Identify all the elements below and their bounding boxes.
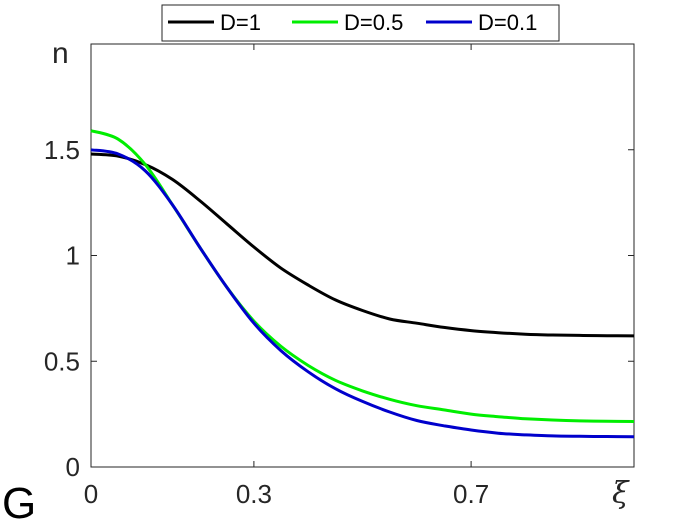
legend: D=1 D=0.5 D=0.1 [161, 4, 560, 42]
plot-frame [90, 43, 635, 468]
series-lines [90, 129, 635, 439]
legend-box [161, 4, 560, 42]
x-tick-label: 0.3 [236, 479, 272, 509]
x-axis-label: ξ [612, 476, 630, 511]
y-axis-label: n [52, 37, 69, 70]
y-tick-label: 1.5 [44, 135, 80, 165]
x-tick-label: 0.7 [453, 479, 489, 509]
legend-entry-label: D=0.1 [478, 10, 537, 35]
legend-entry-label: D=1 [220, 10, 261, 35]
series-line-d-0-5 [90, 129, 635, 423]
axis-tick-labels: 0 0.3 0.7 0 0.5 1 1.5 [44, 135, 489, 509]
panel-label: G [2, 479, 36, 525]
legend-entry-label: D=0.5 [344, 10, 403, 35]
axis-ticks [90, 44, 634, 468]
series-line-d-1 [90, 152, 635, 338]
y-tick-label: 0.5 [44, 346, 80, 376]
series-line-d-0-1 [90, 148, 635, 439]
y-tick-label: 1 [66, 241, 80, 271]
y-tick-label: 0 [66, 452, 80, 482]
x-tick-label: 0 [84, 479, 98, 509]
